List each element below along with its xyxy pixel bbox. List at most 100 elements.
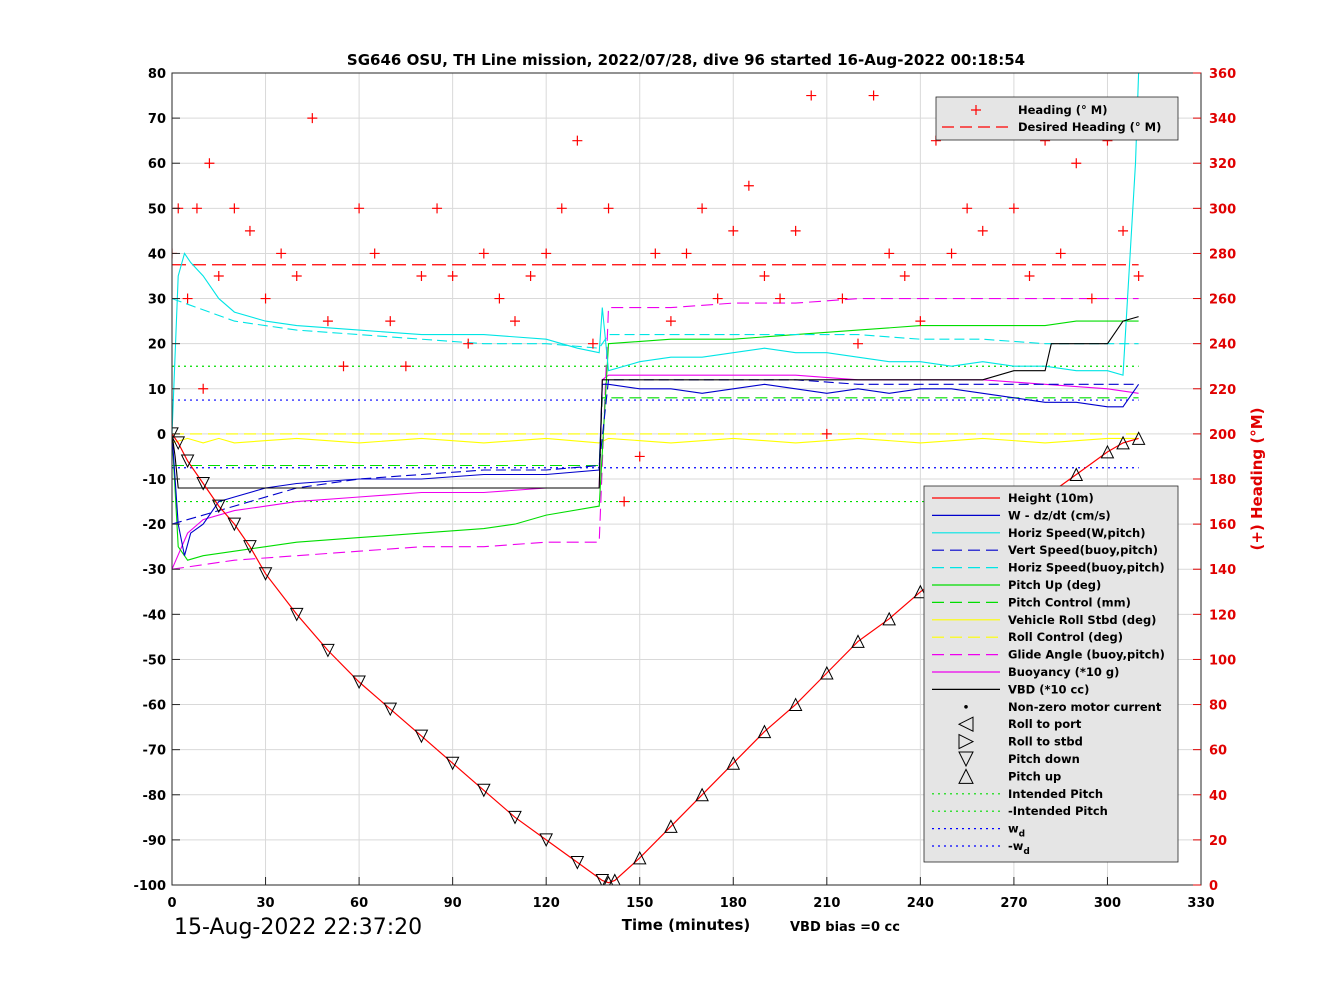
y-tick-label: -80	[143, 789, 167, 804]
pitch-up-marker	[608, 873, 621, 885]
heading-point	[510, 316, 520, 327]
legend-label: Desired Heading (° M)	[1018, 120, 1161, 134]
heading-point	[1055, 248, 1066, 259]
legend-label-text: Horiz Speed(buoy,pitch)	[1008, 561, 1165, 575]
x-tick-label: 120	[533, 896, 560, 911]
y-tick-label: -10	[143, 473, 167, 488]
pitch-up-marker	[1131, 431, 1146, 445]
y2-tick-label: 200	[1209, 428, 1236, 443]
y-tick-label: -70	[143, 744, 167, 759]
y2-tick-label: 160	[1209, 518, 1236, 533]
pitch-down-marker	[508, 810, 522, 825]
pitch-down-marker	[321, 643, 335, 658]
pitch-down-marker	[227, 517, 242, 532]
pitch-up-marker	[664, 819, 678, 833]
y-tick-label: 70	[148, 112, 166, 127]
legend-label-subscript: d	[1023, 847, 1029, 857]
heading-point	[1118, 225, 1129, 236]
pitch-up-marker	[1100, 444, 1115, 459]
y2-tick-label: 140	[1209, 563, 1236, 578]
pitch-down-marker	[570, 855, 585, 870]
heading-point	[775, 293, 786, 304]
pitch-up-marker	[603, 875, 614, 885]
heading-point	[229, 203, 240, 214]
heading-point	[416, 271, 427, 281]
heading-point	[853, 338, 863, 349]
x-tick-label: 30	[256, 896, 274, 911]
heading-point	[603, 203, 614, 214]
x-tick-label: 240	[907, 896, 934, 911]
heading-point	[868, 90, 879, 101]
legend-label: wd	[1008, 822, 1025, 840]
legend-label: Heading (° M)	[1018, 103, 1108, 117]
pitch-up-marker	[695, 787, 709, 802]
legend-label-text: Roll Control (deg)	[1008, 630, 1123, 644]
series-vbd-10-cc	[172, 316, 1139, 489]
heading-point	[697, 203, 708, 214]
legend-label-text: Vehicle Roll Stbd (deg)	[1008, 613, 1156, 627]
legend-label-text: Horiz Speed(W,pitch)	[1008, 526, 1145, 540]
pitch-down-marker	[211, 499, 226, 514]
pitch-up-marker	[851, 634, 865, 648]
y-tick-label: 10	[148, 383, 166, 398]
x-tick-label: 60	[350, 896, 368, 911]
heading-point	[650, 248, 661, 259]
y2-tick-label: 240	[1209, 338, 1236, 353]
x-tick-label: 0	[167, 896, 176, 911]
legend-swatch	[958, 751, 974, 768]
legend-label: Horiz Speed(buoy,pitch)	[1008, 561, 1165, 575]
pitch-down-marker	[258, 567, 273, 581]
pitch-up-marker	[820, 665, 834, 680]
heading-point	[915, 316, 926, 327]
series-lines	[172, 73, 1140, 884]
y-tick-label: 60	[148, 157, 166, 172]
heading-point	[525, 271, 536, 281]
heading-point	[1086, 293, 1097, 304]
heading-point	[962, 203, 973, 214]
legend-label: -Intended Pitch	[1008, 804, 1108, 818]
legend-label-text: Glide Angle (buoy,pitch)	[1008, 648, 1165, 662]
heading-point	[587, 338, 598, 349]
legend-label-text: Roll to stbd	[1008, 735, 1083, 749]
heading-point	[541, 248, 552, 259]
y-tick-label: -40	[143, 608, 167, 623]
heading-point	[291, 271, 302, 281]
legend-heading: Heading (° M) Desired Heading (° M)	[935, 96, 1179, 141]
heading-point	[665, 316, 676, 327]
y2-tick-label: 180	[1209, 473, 1236, 488]
heading-point	[213, 271, 224, 281]
heading-point	[338, 361, 349, 372]
series-vert-speed-buoy-pitch	[172, 379, 1139, 525]
legend-label-text: Pitch down	[1008, 752, 1080, 766]
legend-label-text: Heading (° M)	[1018, 103, 1108, 117]
pitch-down-marker	[539, 833, 553, 848]
y2-tick-label: 320	[1209, 157, 1236, 172]
pitch-down-marker	[414, 729, 429, 744]
heading-point	[977, 225, 988, 236]
heading-point	[1008, 203, 1019, 214]
heading-point	[447, 271, 458, 281]
heading-point	[681, 248, 692, 259]
legend-label-text: Pitch Control (mm)	[1008, 595, 1131, 609]
y-tick-label: -20	[143, 518, 167, 533]
legend-label-text: Vert Speed(buoy,pitch)	[1008, 543, 1158, 557]
y-tick-label: 20	[148, 338, 166, 353]
heading-point	[790, 225, 801, 236]
y2-tick-label: 0	[1209, 879, 1218, 894]
heading-point	[884, 248, 895, 259]
x-tick-label: 180	[720, 896, 747, 911]
legend-label-text: Non-zero motor current	[1008, 700, 1162, 714]
y-tick-label: -50	[143, 653, 167, 668]
y2-tick-label: 280	[1209, 247, 1236, 262]
legend-heading-box	[935, 96, 1179, 141]
legend-label: VBD (*10 cc)	[1008, 682, 1089, 696]
heading-point	[322, 316, 333, 327]
pitch-down-marker	[477, 783, 491, 798]
series-vehicle-roll-stbd-deg	[172, 437, 1139, 444]
heading-point	[191, 203, 202, 214]
y-tick-label: -60	[143, 699, 167, 714]
heading-point	[946, 248, 957, 259]
y-tick-label: 40	[148, 247, 166, 262]
y2-tick-label: 40	[1209, 789, 1227, 804]
